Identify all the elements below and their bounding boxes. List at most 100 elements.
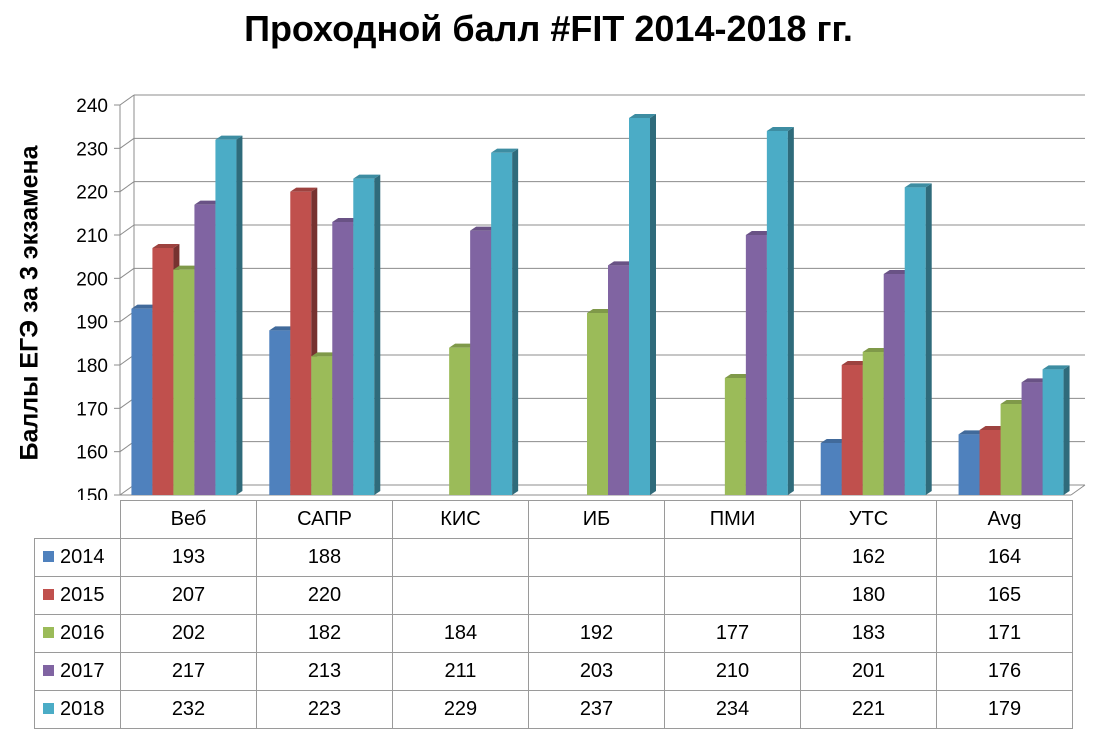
bar-front (131, 308, 153, 495)
bar-front (745, 235, 767, 495)
bar-front (311, 356, 333, 495)
legend-entry: 2015 (34, 576, 121, 615)
y-tick-label: 220 (76, 183, 108, 204)
bar-top (745, 231, 773, 235)
bar-top (290, 187, 318, 192)
x-tick-label: УТС (800, 500, 937, 539)
bar-side (925, 183, 932, 496)
legend-label: 2017 (60, 660, 105, 682)
legend-entry: 2018 (34, 690, 121, 729)
data-label: 176 (936, 652, 1073, 691)
gridline-diagonal (119, 181, 135, 193)
bar-top (766, 127, 794, 131)
data-label: 184 (392, 614, 529, 653)
legend-swatch (43, 627, 54, 638)
legend-swatch (43, 703, 54, 714)
bar-top (862, 348, 890, 352)
data-label: 201 (800, 652, 937, 691)
bar-front (194, 204, 216, 495)
y-tick-label: 230 (76, 139, 108, 160)
chart-title: Проходной балл #FIT 2014-2018 гг. (244, 8, 853, 49)
legend-label: 2018 (60, 698, 105, 720)
legend-label: 2016 (60, 622, 105, 644)
bar-top (841, 361, 869, 365)
gridline-diagonal (119, 94, 135, 106)
bar-front (958, 434, 980, 495)
data-label: 237 (528, 690, 665, 729)
bar-side (374, 174, 381, 495)
bar-top (152, 244, 180, 248)
bar-front (353, 178, 375, 495)
bar-front (470, 230, 492, 495)
data-label: 213 (256, 652, 393, 691)
table-header-row: Веб САПР КИС ИБ ПМИ УТС Avg (34, 500, 1073, 539)
legend-swatch (43, 589, 54, 600)
data-label: 223 (256, 690, 393, 729)
bar-top (491, 148, 519, 153)
bar-front (904, 187, 926, 496)
table-row: 2015 207 220 180 165 (34, 576, 1073, 615)
y-tick-label: 240 (76, 96, 108, 117)
table-corner (34, 500, 121, 539)
bar-front (152, 248, 174, 495)
bar-top (173, 265, 201, 270)
bar-front (883, 274, 905, 495)
data-label: 234 (664, 690, 801, 729)
data-label: 193 (120, 538, 257, 577)
y-tick-label: 190 (76, 313, 108, 334)
bar-top (269, 326, 297, 331)
bar-top (608, 261, 635, 266)
bar (353, 174, 381, 495)
legend-label: 2015 (60, 584, 105, 606)
data-label (528, 538, 665, 577)
x-tick-label: САПР (256, 500, 393, 539)
bars (131, 114, 1070, 496)
data-label: 180 (800, 576, 937, 615)
bar-front (269, 330, 291, 495)
bar-side (512, 148, 519, 495)
bar-top (958, 430, 986, 435)
data-label: 188 (256, 538, 393, 577)
bar-front (820, 443, 842, 495)
bar-front (979, 430, 1001, 495)
bar-side (1063, 365, 1070, 495)
legend-entry: 2016 (34, 614, 121, 653)
bar-top (470, 226, 498, 231)
bar-top (979, 426, 1007, 430)
bar-front (1000, 404, 1022, 495)
bar (766, 127, 794, 495)
gridline-diagonal (119, 267, 135, 279)
bar-side (236, 135, 243, 495)
bar-front (766, 131, 788, 495)
bar-side (650, 114, 656, 495)
floor-right-edge (1070, 484, 1086, 496)
bar (629, 114, 656, 495)
data-label: 171 (936, 614, 1073, 653)
data-label: 162 (800, 538, 937, 577)
bar (215, 135, 243, 495)
data-label: 182 (256, 614, 393, 653)
bar-top (194, 200, 222, 205)
x-tick-label: ИБ (528, 500, 665, 539)
bar-top (332, 218, 360, 222)
bar-top (353, 174, 381, 179)
bar-front (449, 347, 471, 495)
y-tick-label: 210 (76, 226, 108, 247)
x-tick-label: ПМИ (664, 500, 801, 539)
bar (1042, 365, 1070, 495)
bar-front (491, 152, 513, 495)
x-tick-label: Веб (120, 500, 257, 539)
data-label (664, 538, 801, 577)
gridline-diagonal (119, 224, 135, 236)
y-tick-label: 200 (76, 269, 108, 290)
bar-side (787, 127, 794, 495)
bar-front (862, 352, 884, 495)
data-label: 177 (664, 614, 801, 653)
table-row: 2017 217 213 211 203 210 201 176 (34, 652, 1073, 691)
legend-swatch (43, 665, 54, 676)
data-label (392, 576, 529, 615)
data-label: 203 (528, 652, 665, 691)
data-table: Веб САПР КИС ИБ ПМИ УТС Avg 2014 193 188 162 164 20… (34, 500, 1073, 729)
bar-top (1021, 378, 1049, 383)
data-label: 164 (936, 538, 1073, 577)
